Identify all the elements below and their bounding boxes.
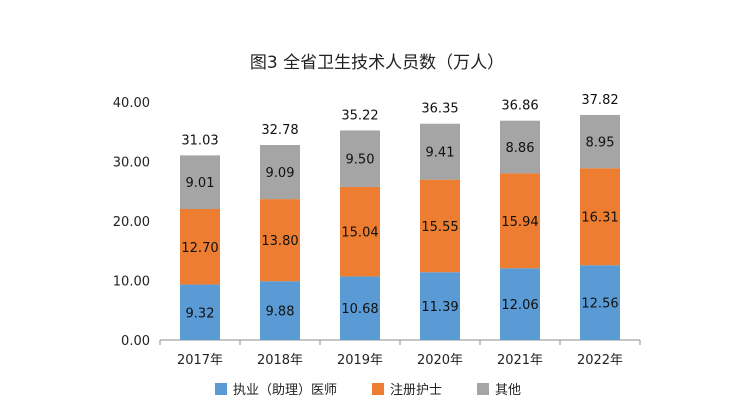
data-label: 9.50 [346, 153, 375, 168]
data-label: 9.88 [266, 305, 295, 320]
data-label: 9.01 [186, 176, 215, 191]
bar-segment [340, 186, 380, 277]
data-label: 15.04 [341, 226, 378, 241]
bar-segment [580, 168, 620, 266]
data-label: 9.32 [186, 306, 215, 321]
legend: 执业（助理）医师 注册护士 其他 [215, 383, 521, 398]
bar-segment [580, 114, 620, 169]
total-label: 35.22 [341, 108, 378, 123]
y-tick-label: 0.00 [121, 334, 150, 349]
y-tick-label: 40.00 [113, 96, 150, 111]
x-tick-label: 2020年 [417, 353, 463, 368]
total-label: 37.82 [581, 93, 618, 108]
x-tick-label: 2017年 [177, 353, 223, 368]
bar-segment [420, 123, 460, 180]
bar-segment [420, 272, 460, 340]
bar-segment [420, 179, 460, 273]
bar-segment [260, 281, 300, 340]
data-label: 8.86 [506, 141, 535, 156]
total-label: 32.78 [261, 123, 298, 138]
plot-area: 0.00 10.00 20.00 30.00 40.00 9.32 12.70 9.01 31.… [113, 93, 641, 368]
data-label: 9.09 [266, 166, 295, 181]
bar-segment [180, 155, 220, 209]
bar-segment [580, 265, 620, 340]
legend-label: 执业（助理）医师 [233, 383, 337, 398]
y-tick-label: 20.00 [113, 215, 150, 230]
data-label: 11.39 [421, 300, 458, 315]
bar-segment [500, 120, 540, 174]
data-label: 8.95 [586, 136, 615, 151]
data-label: 15.55 [421, 220, 458, 235]
chart-title: 图3 全省卫生技术人员数（万人） [250, 53, 504, 73]
y-tick-label: 10.00 [113, 275, 150, 290]
total-label: 36.35 [421, 102, 458, 117]
x-tick-label: 2022年 [577, 353, 623, 368]
legend-swatch [372, 383, 384, 395]
bar-segment [260, 199, 300, 282]
bar-segment [180, 284, 220, 340]
total-label: 31.03 [181, 133, 218, 148]
legend-label: 其他 [495, 383, 521, 398]
bar-segment [500, 268, 540, 340]
legend-swatch [477, 383, 489, 395]
data-label: 16.31 [581, 211, 618, 226]
bar-segment [340, 130, 380, 187]
x-tick-label: 2019年 [337, 353, 383, 368]
x-tick-label: 2018年 [257, 353, 303, 368]
data-label: 9.41 [426, 146, 455, 161]
bar-segment [180, 208, 220, 285]
legend-swatch [215, 383, 227, 395]
total-label: 36.86 [501, 99, 538, 114]
y-tick-label: 30.00 [113, 156, 150, 171]
data-label: 12.70 [181, 241, 218, 256]
data-label: 10.68 [341, 302, 378, 317]
legend-label: 注册护士 [390, 383, 442, 398]
bar-segment [340, 276, 380, 340]
data-label: 12.06 [501, 298, 538, 313]
data-label: 13.80 [261, 234, 298, 249]
bar-segment [500, 173, 540, 269]
bar-segment [260, 145, 300, 200]
x-tick-label: 2021年 [497, 353, 543, 368]
data-label: 12.56 [581, 297, 618, 312]
data-label: 15.94 [501, 215, 538, 230]
